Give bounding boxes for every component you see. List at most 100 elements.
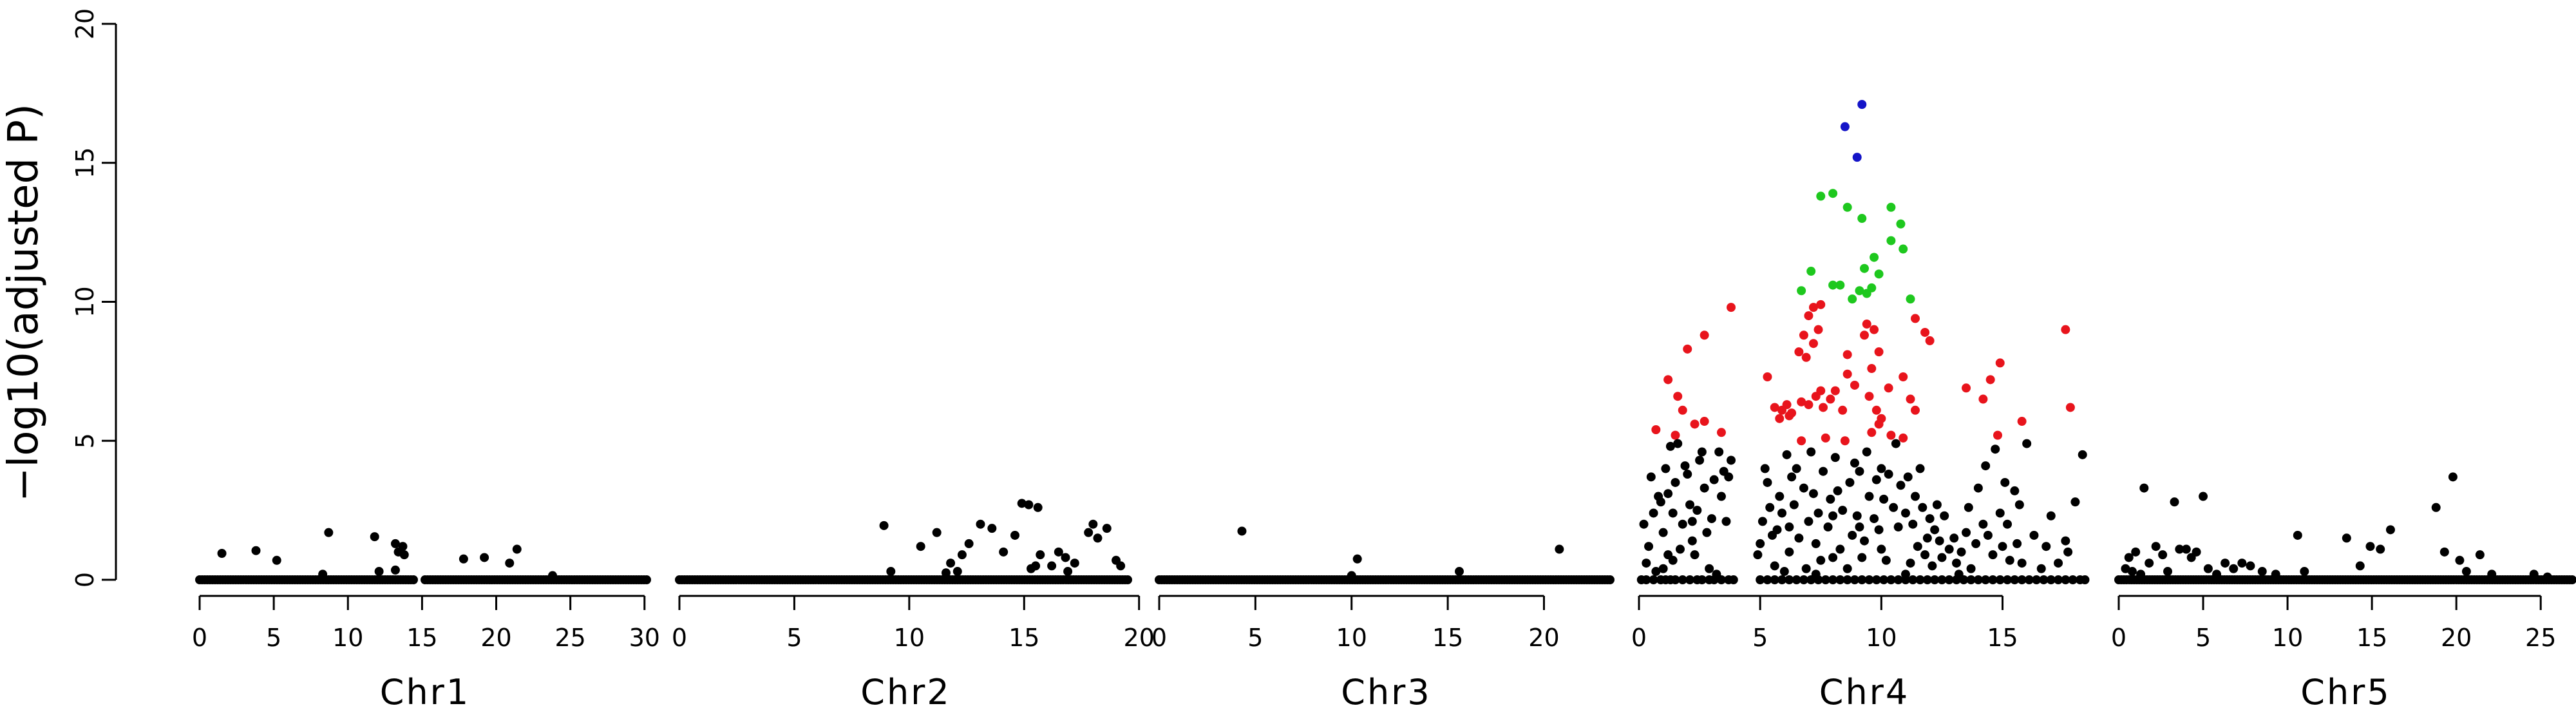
data-point-baseline <box>1857 575 1867 584</box>
data-point-baseline <box>409 575 418 584</box>
data-point <box>1899 244 1908 254</box>
data-point <box>1801 564 1811 573</box>
data-point-baseline <box>1799 575 1808 584</box>
chromosome-label: Chr5 <box>2300 672 2391 712</box>
data-point <box>1937 553 1947 562</box>
data-point <box>946 559 956 568</box>
data-point <box>1995 358 2005 368</box>
data-point <box>1884 470 1893 479</box>
data-point <box>1804 517 1814 526</box>
data-point <box>932 528 942 537</box>
data-point <box>2293 530 2302 540</box>
data-point <box>1899 433 1908 443</box>
data-point-baseline <box>1697 575 1707 584</box>
data-point <box>1700 483 1709 493</box>
chromosome-panel-chr2: 0 5 10 15 20 Chr2 <box>672 499 1155 712</box>
data-point <box>1646 472 1656 482</box>
data-point <box>1675 544 1685 554</box>
data-point <box>1826 394 1835 404</box>
data-point <box>2127 567 2137 577</box>
data-point-baseline <box>1908 575 1918 584</box>
data-point <box>1455 567 1464 577</box>
data-point <box>1940 511 1949 521</box>
x-tick-label: 5 <box>1752 624 1768 652</box>
data-point <box>1690 550 1700 560</box>
data-point <box>1663 375 1673 385</box>
data-point <box>1886 430 1896 440</box>
data-point <box>1870 514 1879 524</box>
data-point <box>1896 219 1906 229</box>
data-point <box>1352 554 1362 564</box>
data-point-baseline <box>1937 575 1947 584</box>
data-points <box>2114 472 2576 584</box>
data-point <box>1770 403 1779 412</box>
data-point <box>1697 447 1707 457</box>
data-point <box>1724 472 1734 482</box>
data-point <box>1881 555 1891 565</box>
data-point-baseline <box>1777 575 1787 584</box>
data-point <box>1983 530 1993 540</box>
data-point <box>1838 405 1848 415</box>
data-point <box>1821 433 1830 443</box>
data-point <box>2010 486 2020 495</box>
data-point <box>964 539 974 548</box>
data-point <box>2229 564 2239 573</box>
data-point <box>1838 506 1848 515</box>
data-point <box>1870 325 1879 334</box>
data-point <box>1770 561 1779 571</box>
y-tick-label: 15 <box>71 148 99 178</box>
data-point <box>1707 514 1716 524</box>
data-point <box>1870 253 1879 262</box>
x-tick-label: 15 <box>1987 624 2018 652</box>
data-point <box>1772 525 1782 535</box>
data-point <box>1852 153 1862 162</box>
data-point <box>1678 405 1687 415</box>
data-point <box>1789 500 1799 510</box>
x-tick-label: 5 <box>266 624 281 652</box>
data-point <box>1673 392 1683 401</box>
data-point <box>1753 550 1763 560</box>
data-point <box>1900 569 1910 579</box>
x-tick-label: 15 <box>1009 624 1039 652</box>
data-point <box>1785 522 1794 532</box>
x-axis-chr1: 0 5 10 15 20 25 30 <box>192 595 660 652</box>
data-point <box>1665 441 1675 451</box>
data-point <box>1093 533 1103 543</box>
data-point-baseline <box>2054 575 2063 584</box>
data-point <box>1714 447 1724 457</box>
data-point <box>1673 439 1683 448</box>
data-point-baseline <box>1886 575 1896 584</box>
data-point-baseline <box>1915 575 1925 584</box>
data-point <box>2237 559 2247 568</box>
data-point <box>1709 475 1719 484</box>
data-point <box>1116 561 1126 571</box>
data-point <box>1935 536 1944 546</box>
data-point <box>1692 506 1702 515</box>
data-points <box>195 528 651 584</box>
data-points <box>675 499 1132 584</box>
data-point <box>1991 445 2000 454</box>
data-point <box>1896 481 1906 490</box>
data-point <box>2175 544 2184 554</box>
data-point <box>1700 330 1709 340</box>
data-point <box>390 539 400 548</box>
data-point <box>2139 483 2149 493</box>
x-tick-label: 10 <box>2272 624 2303 652</box>
data-point <box>1867 364 1877 374</box>
data-point <box>1036 550 1045 560</box>
x-tick-label: 0 <box>672 624 687 652</box>
data-point <box>370 532 379 542</box>
x-tick-label: 0 <box>2111 624 2126 652</box>
data-point-baseline <box>1893 575 1903 584</box>
data-point <box>1850 458 1859 468</box>
data-point <box>480 553 489 562</box>
data-point <box>1906 294 1915 304</box>
data-point <box>1642 559 1651 568</box>
data-point <box>1857 553 1867 562</box>
data-point <box>374 567 384 577</box>
data-point <box>1687 536 1697 546</box>
data-point <box>2046 511 2056 521</box>
data-point <box>1705 564 1714 573</box>
data-point <box>2012 539 2022 548</box>
data-point <box>1998 542 2007 551</box>
